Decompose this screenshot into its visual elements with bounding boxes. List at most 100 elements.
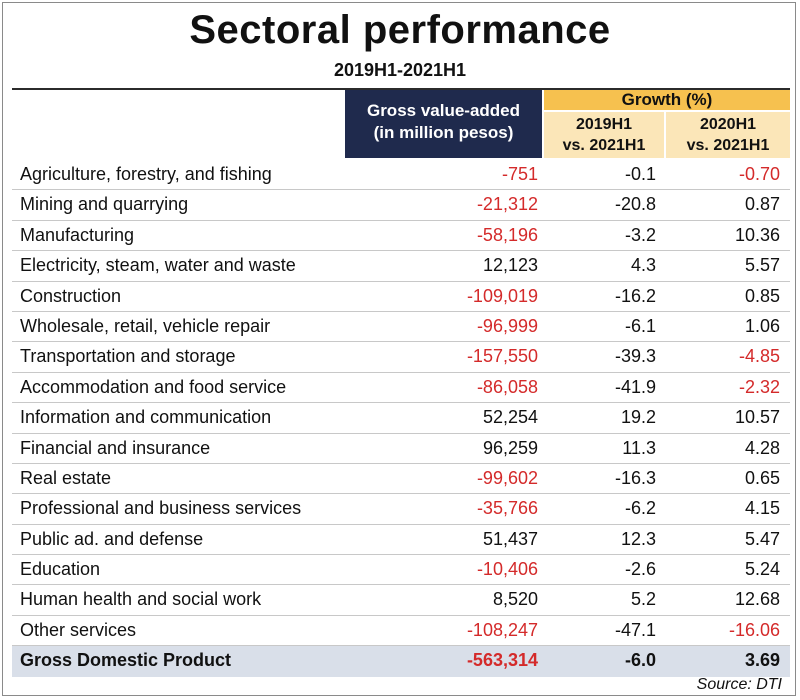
table-row: Real estate -99,602 -16.3 0.65 (12, 464, 790, 495)
sector-label: Construction (20, 285, 122, 306)
growth-2019-value: -47.1 (614, 619, 656, 640)
sector-label: Gross Domestic Product (20, 650, 232, 671)
growth-2019-value: -3.2 (624, 224, 656, 245)
growth-2019-value: -16.3 (614, 467, 656, 488)
sector-label: Public ad. and defense (20, 528, 204, 549)
growth-2019-value: -20.8 (614, 194, 656, 215)
sector-label: Human health and social work (20, 589, 262, 610)
growth-2019-line2: vs. 2021H1 (562, 137, 646, 154)
growth-2020-value: 0.87 (744, 194, 780, 215)
growth-2020-value: 4.15 (744, 498, 780, 519)
growth-2019-value: -39.3 (614, 346, 656, 367)
gva-value: 52,254 (482, 407, 538, 428)
growth-column-header: Growth (%) (544, 90, 790, 110)
table-row: Education -10,406 -2.6 5.24 (12, 555, 790, 586)
growth-2019-value: 11.3 (622, 437, 656, 458)
growth-2020-value: 3.69 (744, 650, 780, 671)
growth-2019-value: -6.0 (624, 650, 656, 671)
table-row: Mining and quarrying -21,312 -20.8 0.87 (12, 190, 790, 221)
growth-2019-value: 4.3 (630, 255, 656, 276)
gva-value: 12,123 (482, 255, 538, 276)
gva-value: -21,312 (476, 194, 538, 215)
growth-2019-value: -41.9 (614, 376, 656, 397)
sector-label: Financial and insurance (20, 437, 211, 458)
chart-title: Sectoral performance (189, 8, 611, 52)
growth-2020-value: -4.85 (738, 346, 780, 367)
sector-label: Real estate (20, 467, 112, 488)
sector-label: Other services (20, 619, 137, 640)
growth-2020-value: 1.06 (744, 315, 780, 336)
growth-2020-line1: 2020H1 (699, 116, 757, 133)
growth-2019-line1: 2019H1 (575, 116, 633, 133)
gva-column-header: Gross value-added (in million pesos) (345, 90, 542, 158)
table-row: Financial and insurance 96,259 11.3 4.28 (12, 434, 790, 464)
table-row: Human health and social work 8,520 5.2 12.6… (12, 585, 790, 616)
table-row: Professional and business services -35,76… (12, 494, 790, 525)
growth-2020-header: 2020H1 vs. 2021H1 (666, 112, 790, 158)
sector-label: Transportation and storage (20, 346, 236, 367)
table-row: Public ad. and defense 51,437 12.3 5.47 (12, 525, 790, 556)
growth-2019-value: -6.1 (624, 315, 656, 336)
growth-2019-header: 2019H1 vs. 2021H1 (544, 112, 664, 158)
gva-value: -99,602 (476, 467, 538, 488)
table-row: Other services -108,247 -47.1 -16.06 (12, 616, 790, 647)
source-note: Source: DTI (696, 676, 782, 693)
gva-value: -10,406 (476, 559, 538, 580)
growth-2020-value: 5.57 (744, 255, 780, 276)
growth-2020-value: 5.47 (744, 528, 780, 549)
growth-2019-value: 5.2 (630, 589, 656, 610)
growth-2020-value: -0.70 (738, 164, 780, 184)
gva-value: -86,058 (476, 376, 538, 397)
growth-2020-value: -16.06 (728, 619, 780, 640)
growth-2020-value: 0.85 (744, 285, 780, 306)
sector-label: Education (20, 559, 101, 580)
sector-label: Mining and quarrying (20, 194, 189, 215)
table-row: Construction -109,019 -16.2 0.85 (12, 282, 790, 312)
table-row: Electricity, steam, water and waste 12,12… (12, 251, 790, 282)
growth-2019-value: 12.3 (620, 528, 656, 549)
growth-2020-value: 4.28 (744, 437, 780, 458)
sector-label: Professional and business services (20, 498, 302, 519)
growth-2019-value: -16.2 (614, 285, 656, 306)
sector-label: Accommodation and food service (20, 376, 287, 397)
table-row: Transportation and storage -157,550 -39.3 -… (12, 342, 790, 373)
chart-subtitle: 2019H1-2021H1 (333, 60, 467, 80)
table-row: Wholesale, retail, vehicle repair -96,999… (12, 312, 790, 343)
gva-value: -157,550 (466, 346, 538, 367)
sector-label: Agriculture, forestry, and fishing (20, 164, 272, 184)
sector-label: Information and communication (20, 407, 272, 428)
table-row: Information and communication 52,254 19.2 1… (12, 403, 790, 434)
gva-value: 8,520 (492, 589, 538, 610)
growth-2020-value: 10.36 (734, 224, 780, 245)
growth-2019-value: -0.1 (624, 164, 656, 184)
table-row: Agriculture, forestry, and fishing -751 -0… (12, 160, 790, 191)
gva-value: -563,314 (466, 650, 538, 671)
growth-2019-value: -2.6 (624, 559, 656, 580)
header-rule (12, 88, 790, 90)
growth-2020-value: 0.65 (744, 467, 780, 488)
table-body: Agriculture, forestry, and fishing -751 -0… (12, 160, 790, 677)
gva-header-line1: Gross value-added (366, 101, 521, 120)
gva-value: -35,766 (476, 498, 538, 519)
table-row: Manufacturing -58,196 -3.2 10.36 (12, 221, 790, 252)
growth-2019-value: -6.2 (624, 498, 656, 519)
sector-label: Electricity, steam, water and waste (20, 255, 296, 276)
sector-label: Wholesale, retail, vehicle repair (20, 315, 271, 336)
growth-2020-value: 5.24 (744, 559, 780, 580)
gva-value: -58,196 (476, 224, 538, 245)
sector-label: Manufacturing (20, 224, 135, 245)
gva-value: 51,437 (482, 528, 538, 549)
growth-2019-value: 19.2 (620, 407, 656, 428)
table-row: Accommodation and food service -86,058 -41… (12, 373, 790, 404)
growth-2020-value: -2.32 (738, 376, 780, 397)
gva-value: 96,259 (482, 437, 538, 458)
growth-2020-line2: vs. 2021H1 (686, 137, 770, 154)
gva-header-line2: (in million pesos) (373, 123, 514, 142)
gva-value: -109,019 (466, 285, 538, 306)
total-row: Gross Domestic Product -563,314 -6.0 3.69 (12, 646, 790, 677)
gva-value: -108,247 (466, 619, 538, 640)
gva-value: -96,999 (476, 315, 538, 336)
gva-value: -751 (501, 164, 538, 184)
growth-2020-value: 10.57 (734, 407, 780, 428)
